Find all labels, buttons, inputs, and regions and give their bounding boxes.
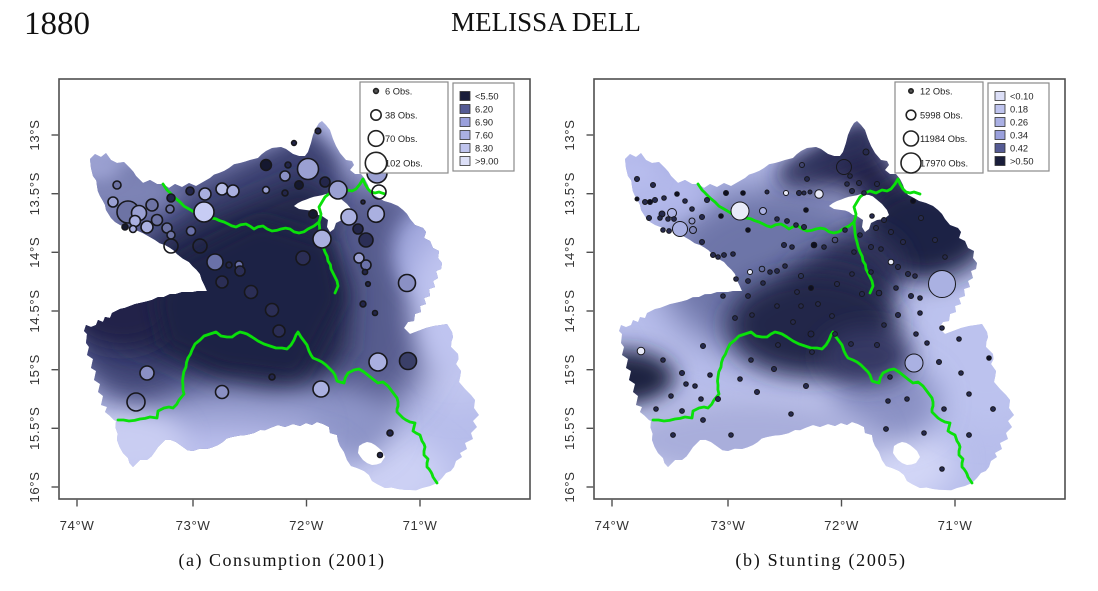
svg-text:6.90: 6.90 xyxy=(475,117,493,127)
svg-text:13.5°S: 13.5°S xyxy=(562,172,577,215)
svg-text:74°W: 74°W xyxy=(595,518,630,533)
svg-text:14.5°S: 14.5°S xyxy=(562,289,577,332)
svg-text:15.5°S: 15.5°S xyxy=(27,407,42,450)
svg-text:15°S: 15°S xyxy=(27,354,42,385)
svg-text:38 Obs.: 38 Obs. xyxy=(385,110,418,120)
svg-text:71°W: 71°W xyxy=(403,518,438,533)
svg-text:0.18: 0.18 xyxy=(1010,104,1028,114)
svg-text:13°S: 13°S xyxy=(562,119,577,150)
svg-text:<5.50: <5.50 xyxy=(475,91,499,101)
svg-text:15°S: 15°S xyxy=(562,354,577,385)
svg-text:13°S: 13°S xyxy=(27,119,42,150)
svg-text:71°W: 71°W xyxy=(938,518,973,533)
svg-text:102 Obs.: 102 Obs. xyxy=(385,158,423,168)
svg-text:72°W: 72°W xyxy=(289,518,324,533)
svg-text:6 Obs.: 6 Obs. xyxy=(385,86,412,96)
svg-text:<0.10: <0.10 xyxy=(1010,91,1034,101)
svg-text:12 Obs.: 12 Obs. xyxy=(920,86,953,96)
svg-text:>9.00: >9.00 xyxy=(475,156,499,166)
svg-text:74°W: 74°W xyxy=(60,518,95,533)
svg-text:5998 Obs.: 5998 Obs. xyxy=(920,110,963,120)
svg-text:14°S: 14°S xyxy=(27,237,42,268)
svg-text:0.34: 0.34 xyxy=(1010,130,1028,140)
svg-text:>0.50: >0.50 xyxy=(1010,156,1034,166)
svg-text:16°S: 16°S xyxy=(27,471,42,502)
svg-text:6.20: 6.20 xyxy=(475,104,493,114)
svg-text:73°W: 73°W xyxy=(711,518,746,533)
svg-text:17970 Obs.: 17970 Obs. xyxy=(920,158,968,168)
svg-text:14°S: 14°S xyxy=(562,237,577,268)
svg-text:0.42: 0.42 xyxy=(1010,143,1028,153)
svg-text:11984 Obs.: 11984 Obs. xyxy=(920,134,967,144)
svg-text:8.30: 8.30 xyxy=(475,143,493,153)
svg-text:13.5°S: 13.5°S xyxy=(27,172,42,215)
svg-text:16°S: 16°S xyxy=(562,471,577,502)
svg-text:0.26: 0.26 xyxy=(1010,117,1028,127)
svg-text:72°W: 72°W xyxy=(824,518,859,533)
svg-text:70 Obs.: 70 Obs. xyxy=(385,134,418,144)
svg-text:14.5°S: 14.5°S xyxy=(27,289,42,332)
svg-text:7.60: 7.60 xyxy=(475,130,493,140)
svg-text:73°W: 73°W xyxy=(176,518,211,533)
svg-text:15.5°S: 15.5°S xyxy=(562,407,577,450)
